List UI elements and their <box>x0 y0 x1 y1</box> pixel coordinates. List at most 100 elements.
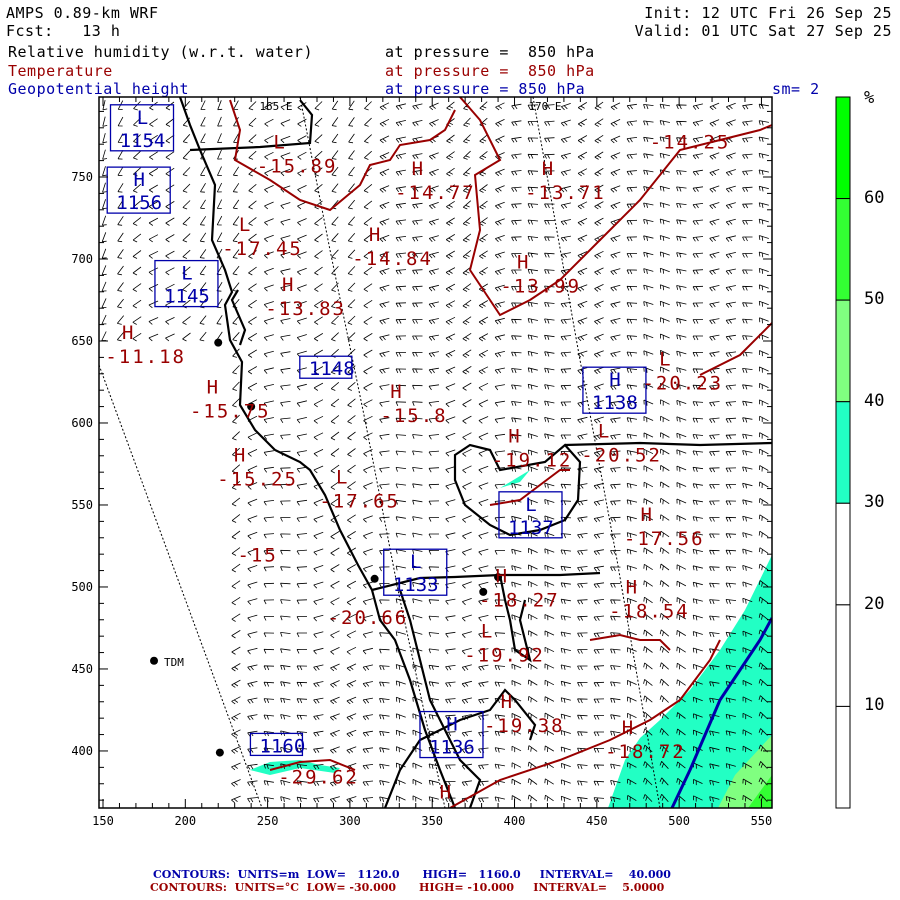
wind-barb <box>330 713 340 721</box>
wind-barb <box>280 566 291 571</box>
x-tick-label: 200 <box>174 814 196 828</box>
wind-barb <box>446 200 455 210</box>
wind-barb <box>593 780 605 786</box>
wind-barb <box>742 285 753 291</box>
wind-barb <box>231 762 241 771</box>
wind-barb <box>313 697 324 704</box>
wind-barb <box>280 779 291 786</box>
wind-barb <box>347 249 356 259</box>
wind-barb <box>511 170 522 176</box>
x-tick-label: 350 <box>421 814 443 828</box>
temperature-extremum-type: H <box>640 504 651 526</box>
temperature-extremum: L-19.92 <box>464 621 543 667</box>
wind-barb <box>461 664 472 671</box>
wind-barb <box>692 384 704 390</box>
wind-barb <box>759 383 769 390</box>
wind-barb <box>395 335 407 341</box>
wind-barb <box>348 100 355 111</box>
wind-barb <box>560 730 571 736</box>
wind-barb <box>313 333 324 342</box>
wind-barb <box>577 234 588 243</box>
wind-barb <box>725 434 737 440</box>
wind-barb <box>478 482 489 490</box>
wind-barb <box>461 631 472 638</box>
wind-barb <box>643 235 654 241</box>
wind-barb <box>412 762 423 769</box>
wind-barb <box>363 183 373 193</box>
wind-barb <box>231 630 241 639</box>
wind-barb <box>347 216 356 226</box>
wind-barb <box>494 681 506 687</box>
wind-barb <box>330 481 340 490</box>
wind-barb <box>102 100 108 111</box>
wind-barb <box>117 265 124 276</box>
wind-barb <box>577 168 588 177</box>
wind-barb <box>296 698 308 704</box>
wind-barb <box>709 615 720 621</box>
wind-barb <box>610 467 621 473</box>
wind-barb <box>263 417 274 424</box>
wind-barb <box>544 252 555 258</box>
wind-barb <box>395 269 407 275</box>
wind-barb <box>379 665 390 671</box>
wind-barb <box>495 102 505 111</box>
wind-barb <box>626 236 638 242</box>
temperature-extremum-value: -29.62 <box>278 767 359 789</box>
wind-barb <box>544 564 555 571</box>
height-extremum-box <box>498 491 563 539</box>
wind-barb <box>692 647 703 654</box>
wind-barb <box>348 150 355 160</box>
wind-barb <box>232 431 240 441</box>
wind-barb <box>329 779 340 787</box>
wind-barb <box>445 383 456 391</box>
wind-barb <box>263 681 275 687</box>
wind-barb <box>330 663 340 672</box>
wind-barb <box>395 153 406 160</box>
temperature-extremum: H <box>440 781 451 803</box>
wind-barb <box>379 780 390 786</box>
wind-barb <box>758 547 769 554</box>
wind-barb <box>395 120 406 127</box>
wind-barb <box>478 648 489 655</box>
wind-barb <box>428 318 439 325</box>
wind-barb <box>231 480 241 490</box>
wind-barb <box>725 484 736 489</box>
wind-barb <box>758 645 769 654</box>
wind-barb <box>478 681 489 688</box>
wind-barb <box>709 681 720 687</box>
wind-barb <box>364 150 372 160</box>
wind-barb <box>428 301 439 308</box>
wind-barb <box>296 764 308 770</box>
wind-barb <box>412 319 423 324</box>
wind-barb <box>280 664 291 671</box>
wind-barb <box>593 482 604 490</box>
wind-barb <box>725 384 737 391</box>
height-contour-label: CONTOURS: <box>153 868 230 881</box>
wind-barb <box>280 549 291 555</box>
wind-barb <box>626 630 637 637</box>
wind-barb <box>379 284 390 292</box>
colorbar-unit: % <box>864 88 875 108</box>
wind-barb <box>494 566 505 572</box>
wind-barb <box>610 284 621 292</box>
wind-barb <box>692 434 704 440</box>
temperature-extremum-value: -17.65 <box>319 490 400 512</box>
height-extremum-box <box>383 548 448 596</box>
wind-barb <box>264 234 274 243</box>
wind-barb <box>412 103 423 110</box>
wind-barb <box>659 761 669 769</box>
wind-barb <box>594 350 604 358</box>
wind-barb <box>594 134 604 144</box>
wind-barb <box>527 433 538 439</box>
wind-barb <box>429 202 439 210</box>
wind-barb <box>726 119 736 127</box>
wind-barb <box>709 351 720 358</box>
wind-barb <box>676 170 687 176</box>
wind-barb <box>347 381 356 391</box>
wind-barb <box>692 285 704 291</box>
wind-barb <box>395 219 407 226</box>
wind-barb <box>527 301 538 308</box>
wind-barb <box>263 665 275 671</box>
wind-barb <box>544 137 555 143</box>
wind-barb <box>314 183 323 193</box>
